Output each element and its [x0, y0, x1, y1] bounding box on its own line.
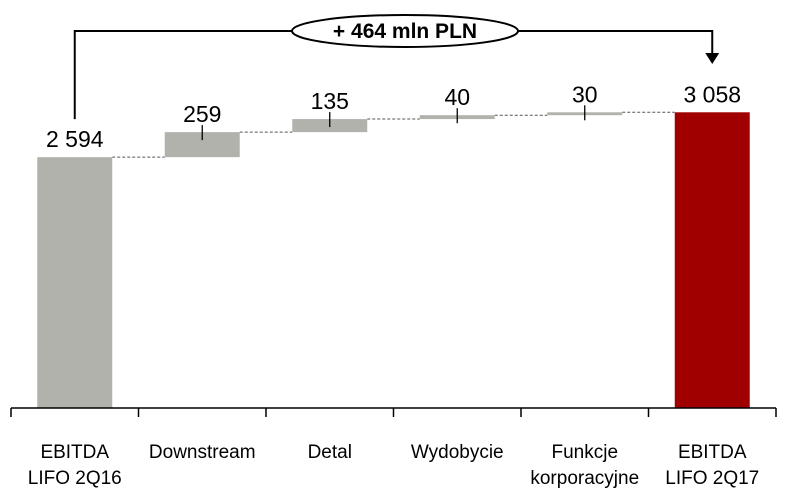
annotation-oval — [291, 14, 519, 48]
value-label-2: 135 — [311, 88, 349, 114]
category-label-0: EBITDA LIFO 2Q16 — [28, 442, 122, 489]
category-label-1: Downstream — [149, 442, 256, 463]
connector-lines — [112, 111, 675, 158]
category-label-2: Detal — [308, 442, 352, 463]
error-ticks — [201, 105, 586, 141]
category-label-5: EBITDA LIFO 2Q17 — [665, 442, 759, 489]
bracket-left — [73, 30, 292, 120]
bar-0 — [37, 157, 113, 408]
annotation-text: + 464 mln PLN — [333, 20, 477, 43]
bracket-right — [518, 30, 714, 55]
arrow-down-icon — [705, 53, 720, 64]
category-labels: EBITDA LIFO 2Q16 Downstream Detal Wydobycie F… — [28, 442, 760, 489]
value-labels: 2 594 259 135 40 30 3 058 — [46, 81, 741, 152]
value-label-4: 30 — [572, 81, 598, 107]
bars — [37, 112, 750, 409]
value-label-5: 3 058 — [683, 81, 741, 107]
total-change-annotation: + 464 mln PLN — [73, 14, 720, 120]
bar-5 — [674, 112, 750, 409]
x-axis — [10, 407, 777, 417]
category-label-3: Wydobycie — [411, 442, 504, 463]
value-label-0: 2 594 — [46, 126, 104, 152]
category-label-4: Funkcje korporacyjne — [530, 442, 639, 489]
value-label-1: 259 — [183, 101, 221, 127]
value-label-3: 40 — [444, 84, 470, 110]
